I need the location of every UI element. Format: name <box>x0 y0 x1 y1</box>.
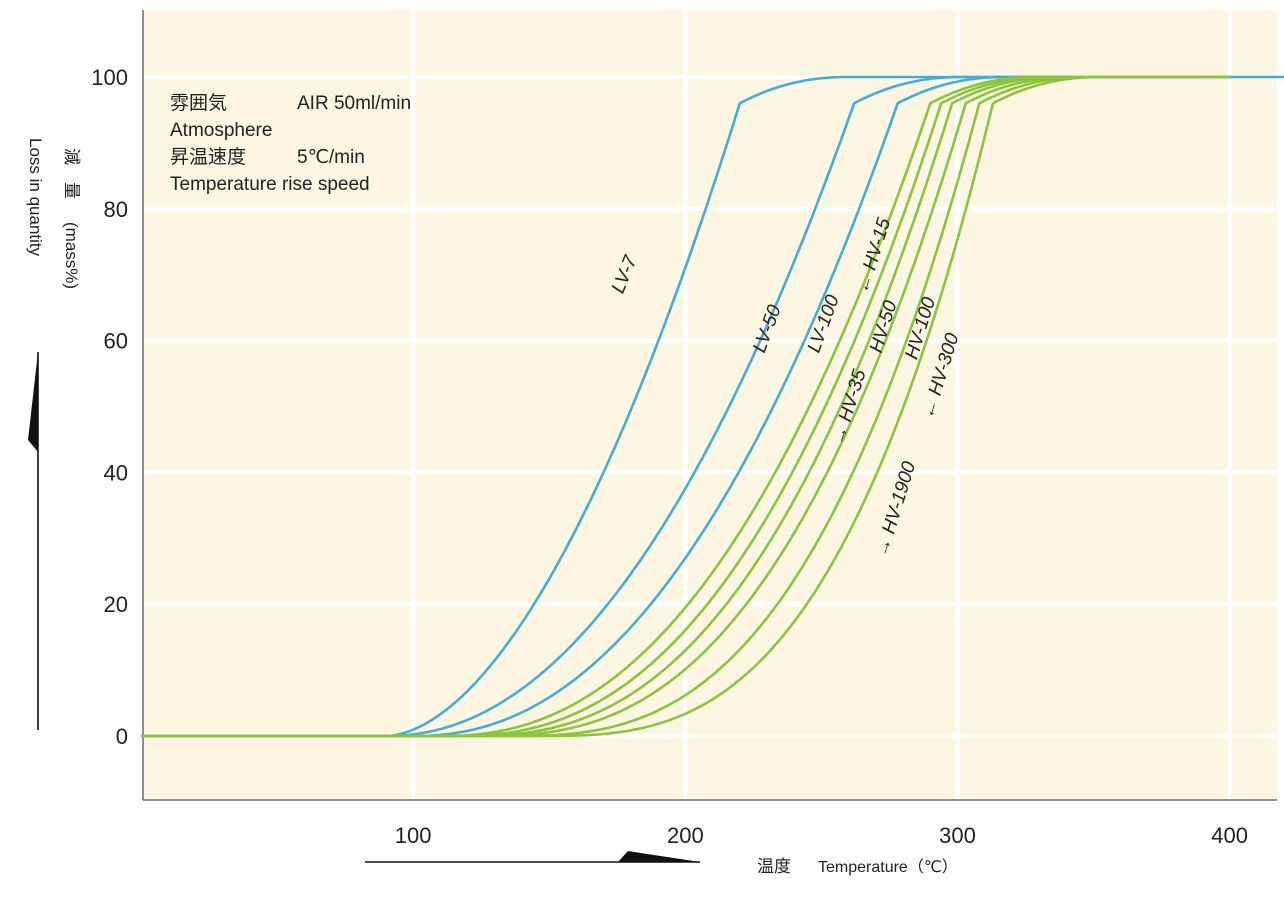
x-label-jp: 温度 <box>757 857 791 876</box>
curves <box>141 75 1284 738</box>
x-tick-labels: 100 200 300 400 <box>395 823 1248 848</box>
annotation-value-0: AIR 50ml/min <box>297 93 411 114</box>
annotation-label-1: Atmosphere <box>170 120 272 141</box>
y-tick-20: 20 <box>104 592 128 617</box>
y-tick-80: 80 <box>104 197 128 222</box>
y-tick-0: 0 <box>116 724 128 749</box>
x-label-en: Temperature（℃） <box>818 858 958 876</box>
x-tick-300: 300 <box>939 823 976 848</box>
x-tick-100: 100 <box>395 823 432 848</box>
annotation-label-2: 昇温速度 <box>170 146 246 168</box>
y-tick-100: 100 <box>91 65 128 90</box>
x-arrow <box>365 851 700 863</box>
y-tick-60: 60 <box>104 329 128 354</box>
annotation-value-2: 5℃/min <box>297 147 365 168</box>
y-label-unit: (mass%) <box>62 222 81 289</box>
plot-background <box>143 10 1277 800</box>
condition-annotation: 雰囲気 AIR 50ml/min Atmosphere 昇温速度 5℃/min Tempe… <box>170 92 411 195</box>
x-tick-400: 400 <box>1211 823 1248 848</box>
x-axis-label: 温度 Temperature（℃） <box>757 857 958 876</box>
y-label-jp: 減 量 <box>62 148 81 199</box>
y-axis-label: 減 量 (mass%) Loss in quantity <box>26 138 81 289</box>
annotation-label-3: Temperature rise speed <box>170 174 370 195</box>
y-arrow <box>28 352 39 730</box>
curve-hv-1900 <box>141 75 1230 738</box>
y-tick-labels: 0 20 40 60 80 100 <box>91 65 128 749</box>
y-tick-40: 40 <box>104 460 128 485</box>
annotation-label-0: 雰囲気 <box>170 92 227 114</box>
x-tick-200: 200 <box>667 823 704 848</box>
y-label-en: Loss in quantity <box>26 138 45 257</box>
